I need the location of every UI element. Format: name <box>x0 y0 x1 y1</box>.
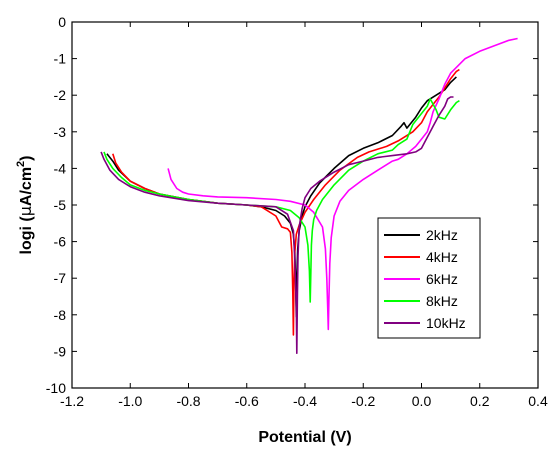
y-axis-title-sup: 2 <box>15 161 27 167</box>
x-tick-label: 0.0 <box>412 393 432 409</box>
y-tick-label: -4 <box>54 160 67 176</box>
x-tick-label: 0.4 <box>528 393 548 409</box>
x-tick-label: 0.2 <box>470 393 490 409</box>
y-tick-label: -1 <box>54 51 67 67</box>
y-axis-title-suffix: ) <box>18 156 35 161</box>
y-tick-label: -9 <box>54 343 67 359</box>
y-axis-title-prefix: logi ( <box>18 216 35 255</box>
y-tick-label: -7 <box>54 270 67 286</box>
y-tick-label: -10 <box>46 380 66 396</box>
legend-label: 8kHz <box>426 293 458 309</box>
series-line-10kHz <box>100 96 454 355</box>
legend: 2kHz 4kHz 6kHz 8kHz 10kHz <box>377 217 481 339</box>
y-axis-title: logi (μA/cm2) <box>15 156 35 255</box>
legend-label: 6kHz <box>426 271 458 287</box>
series-line-8kHz <box>103 98 460 303</box>
legend-label: 2kHz <box>426 227 458 243</box>
y-tick-label: -6 <box>54 234 67 250</box>
x-tick-label: -0.4 <box>293 393 317 409</box>
y-tick-label: -3 <box>54 124 67 140</box>
y-axis-title-unit: A/cm <box>18 167 35 206</box>
x-axis-title: Potential (V) <box>258 429 351 446</box>
legend-label: 4kHz <box>426 249 458 265</box>
y-tick-label: 0 <box>58 14 66 30</box>
x-tick-label: -0.2 <box>351 393 375 409</box>
y-tick-label: -8 <box>54 307 67 323</box>
y-axis-title-mu: μ <box>16 206 35 216</box>
series-lines <box>100 37 518 355</box>
y-tick-label: -2 <box>54 87 67 103</box>
y-ticks: 0 -1 -2 -3 -4 -5 -6 -7 -8 -9 -10 <box>46 14 538 396</box>
y-tick-label: -5 <box>54 197 67 213</box>
x-tick-label: -0.6 <box>235 393 259 409</box>
x-ticks: -1.2 -1.0 -0.8 -0.6 -0.4 -0.2 0.0 0.2 0.4 <box>60 22 548 409</box>
series-line-6kHz <box>167 37 518 331</box>
x-tick-label: -0.8 <box>176 393 200 409</box>
x-tick-label: -1.0 <box>118 393 142 409</box>
legend-label: 10kHz <box>426 315 466 331</box>
x-tick-label: -1.2 <box>60 393 84 409</box>
